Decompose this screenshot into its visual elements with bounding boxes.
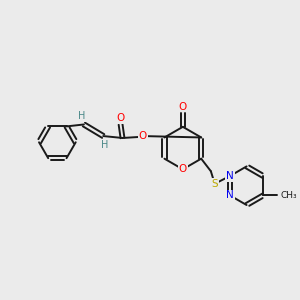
Text: O: O xyxy=(179,102,187,112)
Text: O: O xyxy=(179,164,187,174)
Text: N: N xyxy=(226,171,234,181)
Text: O: O xyxy=(139,131,147,141)
Text: H: H xyxy=(78,111,86,121)
Text: N: N xyxy=(226,190,234,200)
Text: H: H xyxy=(101,140,109,150)
Text: CH₃: CH₃ xyxy=(281,191,297,200)
Text: S: S xyxy=(212,179,218,189)
Text: O: O xyxy=(116,113,125,123)
